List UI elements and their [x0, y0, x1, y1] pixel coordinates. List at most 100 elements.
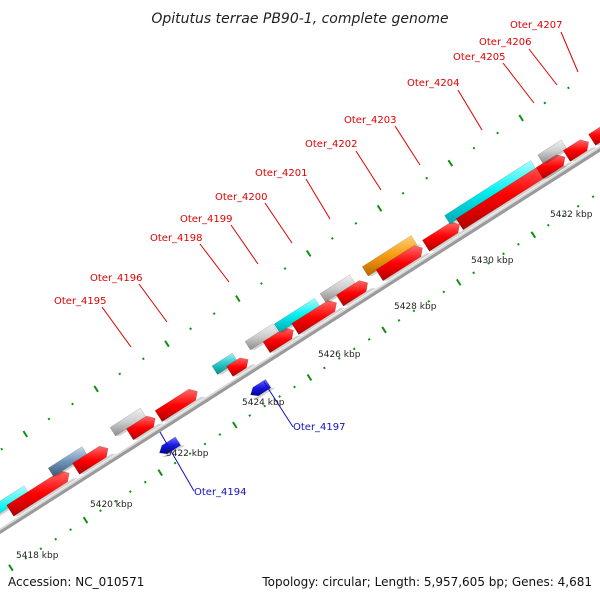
upper-tick: [71, 402, 74, 406]
lower-tick: [232, 421, 238, 429]
cds-oter-4195-shadow: [133, 423, 164, 440]
feature-grey-oter-4206-shadow: [542, 148, 572, 164]
lower-tick: [455, 278, 462, 286]
upper-tick: [47, 417, 51, 421]
upper-tick: [567, 86, 570, 90]
scale-ticks: [0, 86, 595, 572]
upper-tick: [141, 357, 145, 361]
kbp-label-5424: 5424 kbp: [242, 398, 285, 408]
cds-oter-4194-fwd-shadow: [13, 478, 78, 517]
cds-oter-4200-shadow: [298, 308, 345, 335]
gene-label-oter-4205[interactable]: Oter_4205: [453, 52, 506, 63]
lower-tick: [218, 433, 222, 436]
cds-oter-4207-shadow: [595, 142, 600, 146]
lower-tick: [263, 404, 267, 408]
cds-oter-4205: [535, 154, 566, 179]
cds-oter-4198: [226, 357, 249, 377]
gene-label-oter-4200[interactable]: Oter_4200: [215, 192, 268, 203]
gene-label-oter-4199[interactable]: Oter_4199: [180, 214, 233, 225]
lower-tick: [352, 347, 356, 351]
upper-tick: [425, 176, 429, 180]
cds-oter-4194-rev-shadow: [162, 445, 186, 458]
upper-tick: [118, 372, 122, 376]
leader-oter-4202: [355, 150, 382, 191]
gene-label-oter-4207[interactable]: Oter_4207: [510, 20, 563, 31]
lower-tick: [517, 242, 520, 246]
upper-tick: [472, 146, 476, 150]
lower-tick: [576, 204, 580, 208]
gene-label-oter-4196[interactable]: Oter_4196: [90, 273, 143, 284]
lower-tick: [157, 469, 163, 477]
lower-tick: [188, 452, 192, 455]
cds-oter-4206-shadow: [570, 147, 597, 162]
accession-text: Accession: NC_010571: [8, 575, 144, 589]
leader-oter-4205: [502, 62, 535, 104]
genome-backbone: [0, 146, 600, 535]
cds-oter-4194-rev: [159, 436, 182, 455]
lower-tick: [173, 461, 177, 465]
cds-oter-4207: [588, 126, 600, 146]
lower-tick: [472, 271, 476, 275]
lower-tick: [278, 395, 281, 398]
lower-tick: [367, 338, 371, 341]
kbp-label-5418: 5418 kbp: [16, 551, 59, 561]
leader-oter-4199: [230, 224, 259, 265]
backbone-highlight: [0, 146, 600, 531]
gene-label-oter-4195[interactable]: Oter_4195: [54, 296, 107, 307]
lower-tick: [293, 385, 296, 389]
cds-oter-4198-shadow: [232, 364, 257, 377]
lower-tick: [8, 564, 14, 572]
upper-tick: [401, 191, 405, 195]
cds-oter-4201-shadow: [343, 288, 376, 307]
lower-tick: [502, 252, 505, 256]
leader-oter-4204: [457, 89, 483, 131]
gene-label-oter-4194[interactable]: Oter_4194: [194, 487, 247, 498]
cds-oter-4196-shadow: [162, 396, 206, 422]
upper-tick: [447, 159, 454, 167]
lower-tick: [591, 195, 595, 199]
lower-tick: [412, 309, 416, 313]
lower-tick: [143, 480, 147, 484]
label-leader-lines: [101, 31, 579, 492]
leader-oter-4203: [394, 125, 421, 166]
cds-oter-4199: [262, 327, 294, 354]
cds-oter-4199-shadow: [270, 335, 302, 353]
upper-tick: [543, 101, 547, 105]
upper-tick: [0, 447, 4, 451]
upper-tick: [283, 267, 287, 270]
upper-tick: [235, 295, 241, 303]
leader-oter-4200: [264, 202, 293, 244]
cds-oter-4195: [126, 415, 156, 441]
upper-tick: [164, 340, 170, 348]
gene-label-oter-4201[interactable]: Oter_4201: [255, 168, 308, 179]
gene-label-oter-4197[interactable]: Oter_4197: [293, 422, 346, 433]
lower-tick: [561, 214, 565, 218]
feature-grey-oter-4206: [537, 139, 567, 164]
lower-tick: [546, 223, 550, 227]
cds-left-2: [72, 445, 109, 475]
upper-tick: [212, 312, 216, 316]
upper-tick: [93, 385, 99, 393]
cds-oter-4203-shadow: [383, 253, 431, 281]
upper-tick: [189, 327, 192, 331]
gene-label-oter-4198[interactable]: Oter_4198: [150, 233, 203, 244]
lower-tick: [24, 556, 28, 560]
lower-tick: [99, 509, 102, 513]
gene-label-oter-4202[interactable]: Oter_4202: [305, 139, 358, 150]
upper-tick: [22, 430, 29, 438]
cds-oter-4204-shadow: [463, 166, 568, 230]
upper-tick: [330, 237, 334, 240]
kbp-label-5432: 5432 kbp: [550, 210, 593, 220]
lower-tick: [442, 290, 446, 294]
gene-label-oter-4204[interactable]: Oter_4204: [407, 78, 460, 89]
upper-tick: [496, 131, 499, 135]
gene-features: [0, 126, 600, 517]
upper-tick: [354, 221, 358, 225]
cds-oter-4201: [336, 280, 368, 307]
gene-label-oter-4206[interactable]: Oter_4206: [479, 37, 532, 48]
leader-oter-4196: [138, 283, 168, 323]
leader-oter-4195: [101, 306, 132, 348]
cds-oter-4205-shadow: [543, 162, 574, 179]
gene-label-oter-4203[interactable]: Oter_4203: [344, 115, 397, 126]
